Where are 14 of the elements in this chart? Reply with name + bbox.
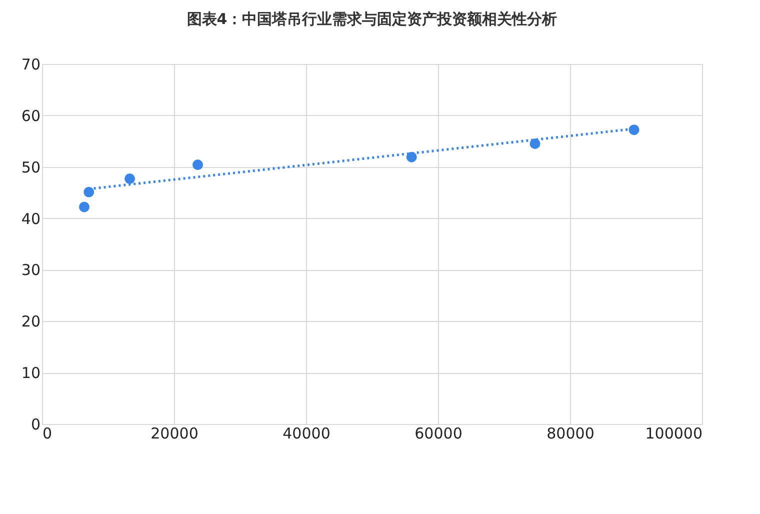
- x-tick-label: 20000: [150, 424, 198, 442]
- x-tick-label: 0: [42, 424, 52, 442]
- y-tick-label: 60: [21, 106, 40, 125]
- y-tick-label: 30: [21, 261, 40, 280]
- x-tick-label: 100000: [645, 424, 702, 442]
- y-tick-label: 70: [21, 56, 40, 74]
- y-tick-label: 10: [21, 364, 40, 382]
- y-tick-label: 40: [21, 210, 40, 228]
- y-tick-label: 20: [21, 312, 40, 331]
- x-tick-label: 80000: [546, 424, 594, 442]
- chart-title: 图表4：中国塔吊行业需求与固定资产投资额相关性分析: [186, 10, 558, 28]
- y-tick-label: 50: [21, 158, 40, 176]
- x-tick-label: 40000: [282, 424, 330, 442]
- x-tick-label: 60000: [414, 424, 462, 442]
